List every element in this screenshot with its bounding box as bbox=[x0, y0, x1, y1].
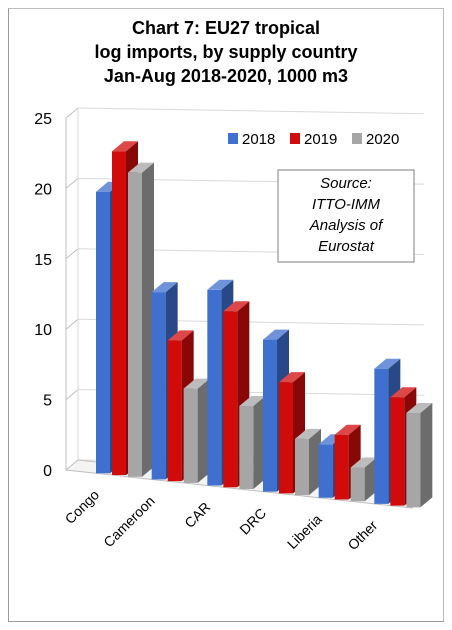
bar-top bbox=[263, 329, 289, 340]
bar-side bbox=[253, 395, 266, 490]
bar-drc-2020 bbox=[295, 428, 321, 496]
bar-top bbox=[223, 301, 250, 312]
bar-front bbox=[207, 289, 222, 486]
legend-item-2020: 2020 bbox=[352, 131, 399, 148]
x-tick-label: Congo bbox=[62, 486, 103, 527]
x-tick-label: Liberia bbox=[284, 511, 325, 552]
chart-frame bbox=[8, 8, 444, 622]
bar-front bbox=[183, 388, 198, 483]
bar-front bbox=[151, 292, 166, 480]
bar-front bbox=[374, 368, 389, 504]
legend-item-2018: 2018 bbox=[228, 131, 275, 148]
y-tick-label: 10 bbox=[34, 322, 52, 339]
bar-top bbox=[295, 428, 321, 439]
bar-top bbox=[239, 395, 266, 406]
chart-title: Chart 7: EU27 tropical log imports, by s… bbox=[40, 16, 412, 88]
chart-title-line-1: Chart 7: EU27 tropical bbox=[131, 18, 321, 38]
legend-label: 2020 bbox=[366, 131, 399, 148]
bar-top bbox=[183, 378, 210, 389]
bar-side bbox=[309, 428, 321, 496]
bar-top bbox=[350, 457, 377, 468]
bar-side bbox=[142, 162, 154, 477]
bar-front bbox=[112, 151, 126, 476]
x-tick-label: DRC bbox=[236, 505, 269, 538]
bar-car-2020 bbox=[239, 395, 266, 490]
bar-side bbox=[420, 403, 433, 508]
legend-item-2019: 2019 bbox=[290, 131, 337, 148]
chart-legend: 2018 2019 2020 bbox=[228, 131, 399, 148]
chart-bars bbox=[96, 141, 433, 508]
source-line-4: Eurostat bbox=[318, 238, 375, 255]
x-tick-label: Cameroon bbox=[100, 493, 158, 551]
bar-top bbox=[151, 282, 178, 293]
x-tick-label: Other bbox=[344, 517, 380, 553]
y-tick-label: 20 bbox=[34, 181, 52, 198]
bar-top bbox=[334, 424, 361, 435]
y-tick-label: 5 bbox=[43, 393, 52, 410]
source-line-2: ITTO-IMM bbox=[312, 196, 381, 213]
bar-front bbox=[96, 191, 110, 474]
bar-front bbox=[390, 397, 405, 506]
legend-swatch bbox=[352, 133, 362, 144]
bar-side bbox=[197, 378, 210, 483]
bar-front bbox=[279, 382, 293, 494]
y-tick-label: 0 bbox=[43, 463, 52, 480]
legend-label: 2019 bbox=[304, 131, 337, 148]
bar-other-2020 bbox=[406, 403, 433, 508]
source-annotation-box bbox=[277, 169, 415, 263]
bar-top bbox=[207, 279, 234, 290]
legend-label: 2018 bbox=[242, 131, 275, 148]
bar-front bbox=[239, 405, 254, 490]
bar-top bbox=[390, 387, 417, 398]
bar-front bbox=[167, 340, 182, 482]
bar-side bbox=[364, 457, 377, 502]
bar-top bbox=[374, 358, 401, 369]
bar-front bbox=[223, 311, 238, 488]
bar-top bbox=[112, 141, 138, 152]
y-tick-label: 15 bbox=[34, 252, 52, 269]
bar-front bbox=[334, 434, 349, 500]
chart-title-line-3: Jan-Aug 2018-2020, 1000 m3 bbox=[103, 66, 349, 86]
bar-liberia-2020 bbox=[350, 457, 377, 502]
legend-swatch bbox=[228, 133, 238, 144]
gridline-side bbox=[65, 178, 79, 189]
bar-front bbox=[263, 339, 277, 492]
bar-top bbox=[128, 162, 154, 173]
source-line-1: Source: bbox=[320, 175, 372, 192]
bar-top bbox=[406, 403, 433, 414]
y-tick-label: 25 bbox=[34, 111, 52, 128]
bar-top bbox=[167, 330, 194, 341]
bar-front bbox=[318, 444, 333, 498]
bar-front bbox=[406, 413, 421, 508]
gridline-side bbox=[65, 248, 79, 260]
bar-congo-2020 bbox=[128, 162, 154, 477]
source-line-3: Analysis of bbox=[309, 217, 384, 234]
x-tick-label: CAR bbox=[181, 499, 213, 531]
chart-title-line-2: log imports, by supply country bbox=[94, 42, 358, 62]
bar-front bbox=[295, 438, 309, 496]
bar-front bbox=[128, 172, 142, 477]
bar-cameroon-2020 bbox=[183, 378, 210, 483]
bar-top bbox=[279, 372, 305, 383]
legend-swatch bbox=[290, 133, 300, 144]
source-annotation: Source: ITTO-IMM Analysis of Eurostat bbox=[277, 169, 415, 263]
bar-front bbox=[350, 467, 365, 502]
gridline-side bbox=[65, 389, 79, 400]
gridline bbox=[77, 107, 425, 115]
gridline-side bbox=[65, 318, 79, 330]
gridline-side bbox=[65, 107, 79, 119]
